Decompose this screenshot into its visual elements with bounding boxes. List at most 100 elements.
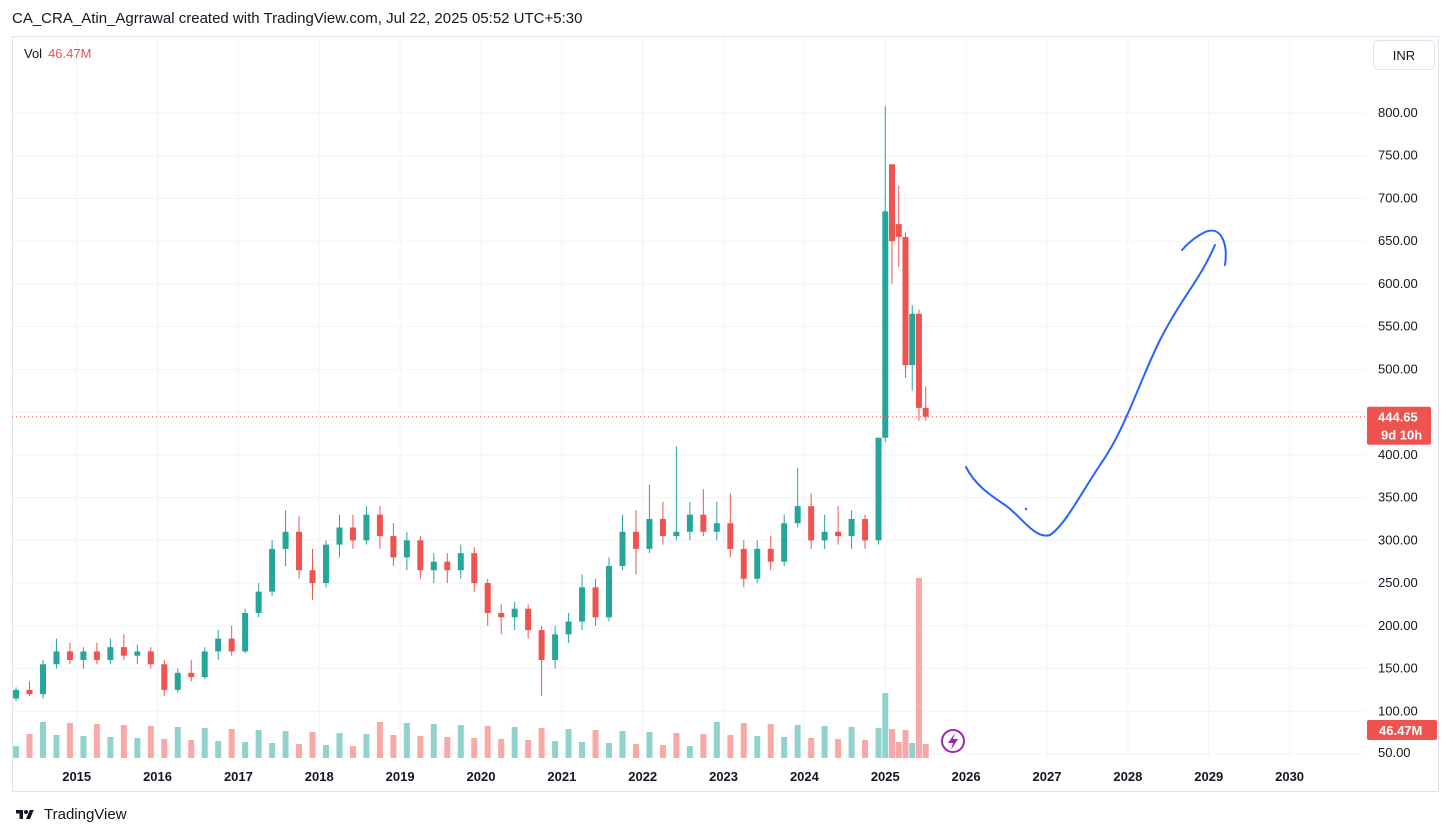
- volume-bar: [188, 740, 195, 758]
- candle-body: [511, 608, 518, 618]
- volume-bar: [619, 731, 626, 758]
- volume-bar: [862, 740, 869, 758]
- candle-body: [363, 514, 370, 541]
- y-tick-label: 250.00: [1378, 575, 1418, 590]
- x-tick-label: 2022: [628, 769, 657, 784]
- candle-body: [66, 651, 73, 660]
- volume-bar: [882, 693, 889, 758]
- candle-body: [269, 548, 276, 592]
- candle-body: [93, 651, 100, 660]
- volume-bar: [39, 722, 46, 758]
- y-tick-label: 100.00: [1378, 703, 1418, 718]
- volume-legend-value: 46.47M: [48, 46, 92, 61]
- chart-caption: CA_CRA_Atin_Agrrawal created with Tradin…: [12, 10, 583, 27]
- tradingview-logo-icon: [16, 809, 34, 819]
- volume-bar: [740, 723, 747, 758]
- volume-bar: [242, 742, 249, 758]
- volume-bar: [794, 725, 801, 758]
- y-tick-label: 700.00: [1378, 190, 1418, 205]
- x-tick-label: 2024: [790, 769, 820, 784]
- volume-bar: [525, 740, 532, 758]
- volume-bar: [727, 735, 734, 758]
- currency-button[interactable]: INR: [1373, 40, 1435, 70]
- candle-body: [740, 548, 747, 579]
- candle-body: [767, 548, 774, 562]
- volume-bar: [673, 733, 680, 758]
- volume-bar: [363, 734, 370, 758]
- x-tick-label: 2015: [62, 769, 91, 784]
- candle-body: [632, 531, 639, 549]
- candle-body: [134, 651, 141, 656]
- candle-body: [161, 664, 168, 690]
- candle-body: [727, 523, 734, 549]
- candle-body: [323, 544, 330, 584]
- volume-bar: [26, 734, 33, 758]
- candle-body: [444, 561, 451, 571]
- candle-body: [713, 523, 720, 532]
- volume-label-value: 46.47M: [1379, 723, 1422, 738]
- candle-body: [174, 672, 181, 690]
- y-tick-label: 500.00: [1378, 361, 1418, 376]
- price-label-countdown: 9d 10h: [1381, 428, 1422, 443]
- volume-bar: [909, 743, 916, 758]
- x-tick-label: 2027: [1033, 769, 1062, 784]
- y-tick-label: 50.00: [1378, 745, 1411, 760]
- volume-bar: [403, 723, 410, 758]
- volume-bar: [902, 730, 909, 758]
- y-tick-label: 650.00: [1378, 233, 1418, 248]
- volume-bar: [13, 746, 20, 758]
- candle-body: [215, 638, 222, 652]
- volume-bar: [767, 724, 774, 758]
- volume-bar: [107, 737, 114, 758]
- candle-body: [417, 540, 424, 571]
- volume-bar: [895, 742, 902, 758]
- candle-body: [565, 621, 572, 635]
- candle-body: [255, 591, 262, 613]
- candlestick-chart[interactable]: 50.00 100.00 150.00 200.00 250.00 300.00 350.0…: [0, 0, 1453, 800]
- candle-body: [430, 561, 437, 571]
- volume-bar: [444, 737, 451, 758]
- lightning-bolt-icon: [948, 733, 958, 750]
- volume-bar: [875, 728, 882, 758]
- volume-bar: [255, 730, 262, 758]
- x-tick-label: 2029: [1194, 769, 1223, 784]
- volume-bar: [538, 728, 545, 758]
- volume-legend-label: Vol: [24, 46, 43, 61]
- candle-body: [53, 651, 60, 665]
- volume-bar: [659, 745, 666, 758]
- x-tick-label: 2025: [871, 769, 900, 784]
- price-label-box: [1367, 406, 1431, 445]
- candle-body: [821, 531, 828, 541]
- y-tick-label: 300.00: [1378, 532, 1418, 547]
- candle-body: [909, 313, 916, 366]
- candle-body: [794, 506, 801, 524]
- y-tick-label: 750.00: [1378, 148, 1418, 163]
- x-tick-label: 2018: [305, 769, 334, 784]
- candle-body: [862, 518, 869, 541]
- volume-bar: [93, 724, 100, 758]
- volume-bar: [134, 738, 141, 758]
- candle-body: [889, 164, 896, 242]
- volume-bar: [565, 729, 572, 758]
- candle-body: [336, 527, 343, 545]
- candle-body: [80, 651, 87, 660]
- y-tick-label: 200.00: [1378, 618, 1418, 633]
- hand-drawn-projection-curve: [965, 229, 1227, 537]
- volume-bar: [201, 728, 208, 758]
- candle-body: [592, 587, 599, 618]
- y-tick-label: 150.00: [1378, 661, 1418, 676]
- candle-body: [619, 531, 626, 566]
- drawing-dot: [1024, 507, 1028, 511]
- volume-bar: [552, 741, 559, 758]
- volume-bar: [66, 723, 73, 758]
- volume-bar: [835, 739, 842, 758]
- x-tick-label: 2021: [547, 769, 576, 784]
- candle-body: [848, 518, 855, 537]
- volume-bar: [808, 738, 815, 758]
- volume-bar: [161, 739, 168, 758]
- footer-brand: TradingView: [12, 806, 127, 823]
- candle-body: [457, 553, 464, 571]
- volume-bar: [754, 736, 761, 758]
- volume-bar: [349, 746, 356, 758]
- candle-body: [552, 634, 559, 660]
